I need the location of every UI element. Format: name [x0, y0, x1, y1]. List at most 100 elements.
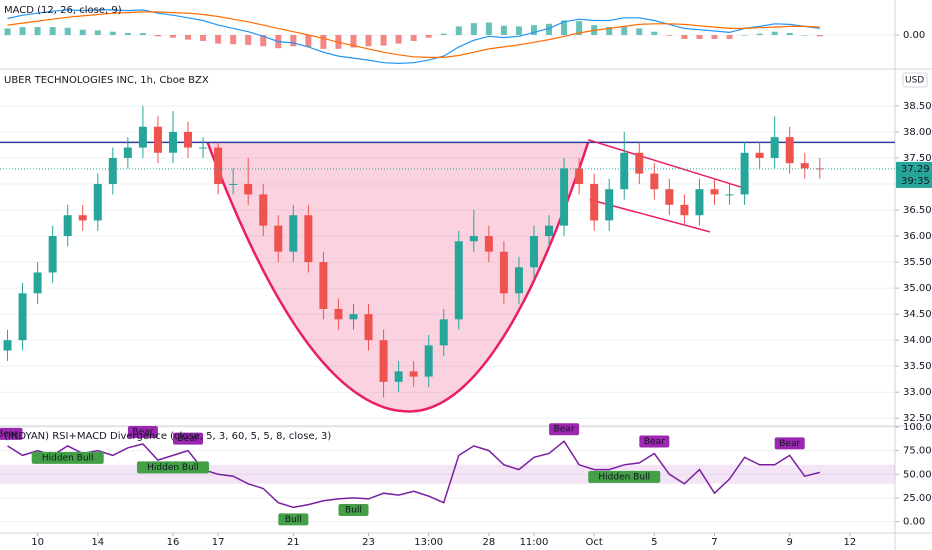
candle-body [545, 225, 554, 237]
candle-body [635, 152, 644, 174]
divergence-label-box [136, 461, 209, 474]
histogram-bar [741, 35, 748, 36]
countdown-label: 39:35 [901, 176, 930, 187]
y-tick-label: 0.00 [903, 30, 925, 41]
divergence-label: Hidden Bull [598, 472, 650, 482]
candle-body [710, 189, 719, 195]
candle-body [18, 293, 27, 341]
candle-body [319, 262, 328, 309]
candle-body [454, 241, 463, 320]
y-tick-label: 33.00 [903, 387, 932, 398]
y-tick-label: 38.50 [903, 101, 932, 112]
histogram-bar [215, 35, 222, 44]
histogram-bar [200, 35, 207, 41]
histogram-bar [169, 35, 176, 38]
divergence-label-box [588, 470, 661, 483]
x-tick-label: Oct [586, 537, 603, 548]
candle-body [349, 314, 358, 320]
histogram-bar [64, 27, 71, 35]
y-tick-label: 36.50 [903, 205, 932, 216]
divergence-label: Bear [779, 439, 800, 449]
y-tick-label: 34.00 [903, 335, 932, 346]
divergence-label: Bull [345, 505, 362, 515]
histogram-bar [470, 23, 477, 35]
divergence-label: Hidden Bull [147, 463, 199, 473]
histogram-bar [425, 35, 432, 38]
histogram-bar [771, 31, 778, 35]
histogram-bar [636, 28, 643, 35]
histogram-bar [651, 31, 658, 35]
candle-body [439, 319, 448, 346]
neutral-band [0, 464, 895, 484]
pane-title: (INDYAN) RSI+MACD Divergence (close, 5, … [4, 431, 331, 442]
histogram-bar [410, 35, 417, 41]
signal-line [7, 11, 820, 58]
histogram-bar [395, 35, 402, 44]
candle-body [214, 147, 223, 184]
histogram-bar [139, 33, 146, 35]
y-tick-label: 37.50 [903, 153, 932, 164]
histogram-bar [350, 35, 357, 48]
histogram-bar [124, 33, 131, 35]
candle-body [334, 308, 343, 320]
histogram-bar [34, 27, 41, 35]
x-tick-label: 12 [844, 537, 857, 548]
histogram-bar [816, 35, 823, 37]
histogram-bar [756, 33, 763, 35]
last-price-label: 37.29 [901, 164, 930, 175]
candle-body [409, 371, 418, 377]
y-tick-label: 75.00 [903, 446, 932, 457]
x-tick-label: 17 [212, 537, 225, 548]
y-tick-label: 0.00 [903, 517, 925, 528]
histogram-bar [79, 29, 86, 35]
x-tick-label: 13:00 [414, 537, 443, 548]
candle-body [108, 157, 117, 184]
candle-body [304, 215, 313, 263]
histogram-bar [380, 35, 387, 46]
candle-body [63, 215, 72, 237]
candle-body [590, 183, 599, 221]
candle-body [650, 173, 659, 190]
indicator-line [7, 440, 820, 509]
candle-body [665, 189, 674, 205]
histogram-bar [109, 31, 116, 35]
candle-body [364, 314, 373, 341]
y-tick-label: 36.00 [903, 231, 932, 242]
histogram-bar [49, 27, 56, 35]
histogram-bar [365, 35, 372, 47]
y-tick-label: 35.00 [903, 283, 932, 294]
x-tick-label: 9 [787, 537, 793, 548]
candle-body [289, 215, 298, 252]
histogram-bar [606, 27, 613, 35]
histogram-bar [500, 25, 507, 35]
histogram-bar [455, 26, 462, 35]
histogram-bar [786, 33, 793, 35]
currency-box [902, 72, 928, 88]
candle-body [529, 236, 538, 268]
y-tick-label: 100.00 [903, 422, 932, 433]
histogram-bar [230, 35, 237, 45]
candle-body [499, 251, 508, 294]
divergence-label-box [278, 513, 309, 526]
histogram-bar [576, 21, 583, 35]
histogram-bar [185, 35, 192, 40]
candle-body [274, 225, 283, 252]
candle-body [755, 152, 764, 158]
divergence-label-box [774, 437, 805, 450]
histogram-bar [696, 35, 703, 39]
histogram-bar [290, 35, 297, 47]
histogram-bar [440, 33, 447, 35]
divergence-label: Hidden Bull [42, 453, 94, 463]
candle-body [484, 236, 493, 252]
candle-body [424, 345, 433, 377]
x-tick-label: 14 [91, 537, 104, 548]
y-tick-label: 33.50 [903, 361, 932, 372]
x-tick-label: 16 [167, 537, 180, 548]
candle-body [800, 163, 809, 169]
cup-area [207, 142, 589, 412]
histogram-bar [260, 35, 267, 47]
histogram-bar [305, 35, 312, 47]
divergence-label-box [549, 423, 580, 436]
candle-body [785, 137, 794, 164]
